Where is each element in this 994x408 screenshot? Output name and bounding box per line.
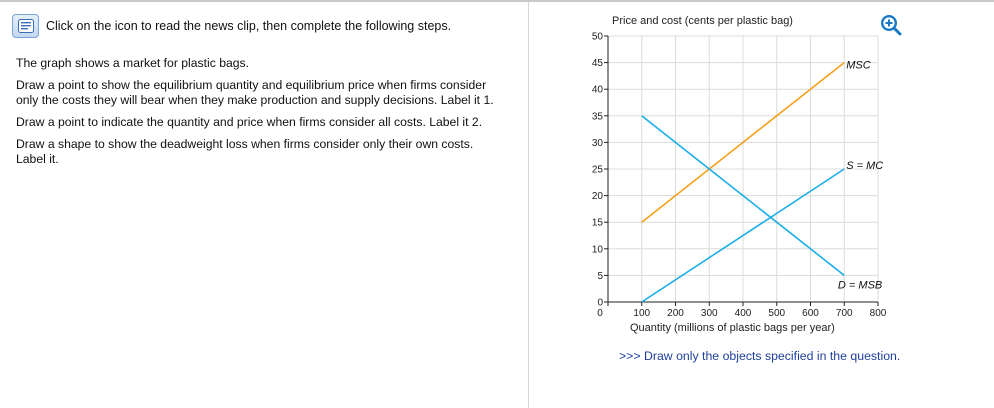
y-tick-label: 45 (592, 58, 604, 69)
x-tick-label: 700 (836, 308, 853, 319)
series-label: MSC (846, 60, 871, 72)
y-tick-label: 30 (592, 138, 604, 149)
news-clip-button[interactable] (12, 14, 39, 38)
panel-divider (528, 2, 529, 408)
top-border (0, 0, 994, 2)
x-tick-label: 800 (870, 308, 887, 319)
y-tick-label: 25 (592, 165, 604, 176)
x-tick-label: 200 (667, 308, 684, 319)
market-chart[interactable]: Price and cost (cents per plastic bag) Q… (560, 4, 900, 336)
series-line-s-mc[interactable] (641, 168, 845, 303)
step-text: Draw a shape to show the deadweight loss… (16, 137, 474, 166)
step-text: Draw a point to show the equilibrium qua… (16, 78, 494, 107)
step-text: Draw a point to indicate the quantity an… (16, 115, 483, 129)
x-axis-title: Quantity (millions of plastic bags per y… (630, 322, 835, 334)
x-tick-label: 100 (633, 308, 650, 319)
y-tick-label: 10 (592, 244, 604, 255)
x-tick-label: 600 (802, 308, 819, 319)
y-tick-label: 40 (592, 85, 604, 96)
x-tick-label: 500 (768, 308, 785, 319)
series-line-msc[interactable] (641, 61, 845, 223)
series-line-d-msb[interactable] (641, 115, 845, 277)
x-tick-label: 300 (701, 308, 718, 319)
y-axis-title: Price and cost (cents per plastic bag) (612, 15, 793, 27)
series-label: S = MC (846, 160, 883, 172)
question-panel: Click on the icon to read the news clip,… (0, 2, 528, 408)
x-tick-label: 400 (735, 308, 752, 319)
series-label: D = MSB (838, 279, 882, 291)
note-text: Draw only the objects specified in the q… (643, 349, 901, 363)
clip-instruction: Click on the icon to read the news clip,… (46, 19, 452, 33)
question-steps: The graph shows a market for plastic bag… (16, 56, 506, 174)
zoom-in-icon[interactable] (880, 14, 902, 36)
y-tick-label: 5 (597, 271, 603, 282)
y-tick-label: 15 (592, 218, 604, 229)
x-tick-label: 0 (597, 308, 603, 319)
step-text: The graph shows a market for plastic bag… (16, 56, 250, 70)
news-clip-row: Click on the icon to read the news clip,… (12, 14, 451, 38)
news-clip-icon (17, 19, 34, 33)
y-tick-label: 0 (597, 298, 603, 309)
instruction-note: >>> Draw only the objects specified in t… (619, 349, 900, 363)
note-prefix: >>> (619, 349, 641, 363)
y-tick-label: 50 (592, 32, 604, 43)
y-tick-label: 20 (592, 191, 604, 202)
y-tick-label: 35 (592, 111, 604, 122)
